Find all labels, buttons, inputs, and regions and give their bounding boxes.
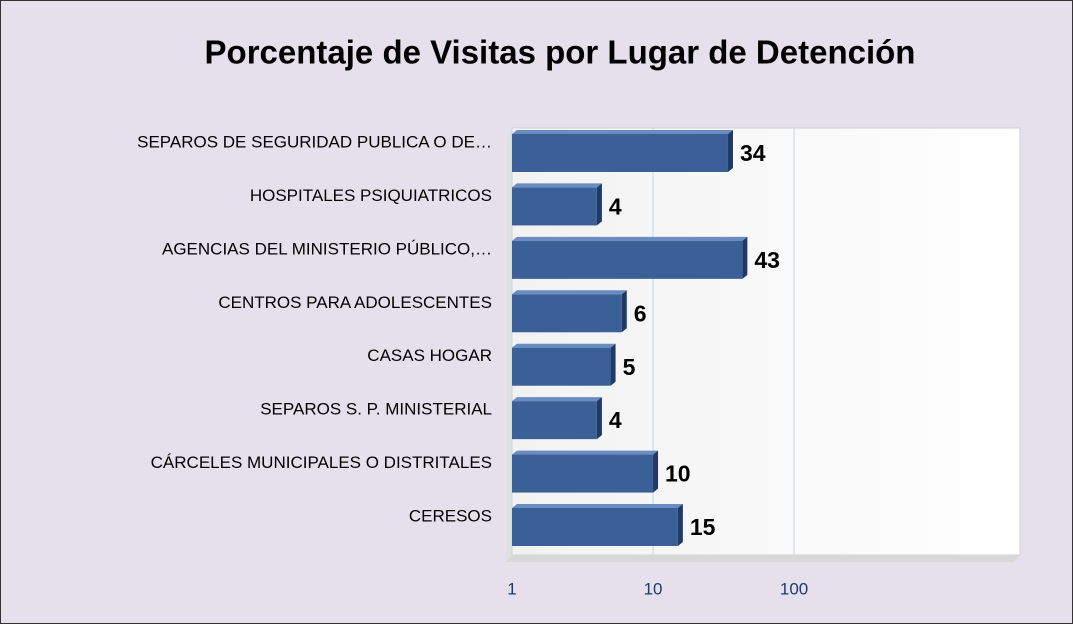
data-label: 10 [665,461,691,487]
y-tick-label: CÁRCELES MUNICIPALES O DISTRITALES [151,453,492,472]
y-tick-label: HOSPITALES PSIQUIATRICOS [250,186,492,205]
bar-side [596,183,602,226]
data-label: 15 [690,514,716,540]
data-label: 34 [740,140,766,166]
side-wall [506,128,512,562]
bar-top [512,130,733,134]
bar-side [610,343,616,386]
data-label: 43 [754,247,780,273]
y-tick-label: SEPAROS S. P. MINISTERIAL [260,400,492,419]
bar [512,454,654,493]
bar [512,240,743,279]
bar-top [512,183,602,188]
y-tick-label: AGENCIAS DEL MINISTERIO PÚBLICO,… [162,239,492,258]
bar [512,508,678,546]
bar-side [727,130,733,172]
bar-top [512,236,748,241]
bar-top [512,397,602,402]
x-tick-label: 1 [507,579,516,598]
bar-top [512,504,683,508]
data-label: 4 [609,194,622,220]
y-tick-label: SEPAROS DE SEGURIDAD PUBLICA O DE… [137,132,492,151]
bar-side [742,236,748,279]
x-tick-label: 100 [780,579,808,598]
bar-side [677,504,683,546]
bar [512,134,728,172]
y-tick-label: CASAS HOGAR [367,346,492,365]
bar [512,347,611,386]
bar-top [512,290,627,295]
floor [506,555,1020,562]
bar-side [596,397,602,440]
bar [512,294,622,333]
y-tick-label: CENTROS PARA ADOLESCENTES [218,293,492,312]
data-label: 5 [623,354,636,380]
bar-side [653,450,659,493]
bar [512,401,597,440]
bar-side [621,290,627,333]
bar-top [512,343,616,348]
data-label: 6 [634,300,647,326]
y-tick-label: CERESOS [409,506,492,525]
bar [512,187,597,226]
data-label: 4 [609,407,622,433]
chart-title: Porcentaje de Visitas por Lugar de Deten… [205,34,916,71]
x-tick-label: 10 [644,579,663,598]
bar-top [512,450,659,455]
